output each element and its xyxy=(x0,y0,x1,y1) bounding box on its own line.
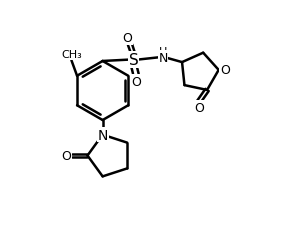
Text: O: O xyxy=(131,76,141,89)
Text: O: O xyxy=(122,32,132,45)
Text: H: H xyxy=(159,46,167,56)
Text: O: O xyxy=(194,101,204,115)
Text: N: N xyxy=(97,128,108,142)
Text: S: S xyxy=(129,53,138,68)
Text: O: O xyxy=(61,149,71,162)
Text: N: N xyxy=(158,52,168,64)
Text: O: O xyxy=(220,64,230,76)
Text: CH₃: CH₃ xyxy=(61,50,82,60)
